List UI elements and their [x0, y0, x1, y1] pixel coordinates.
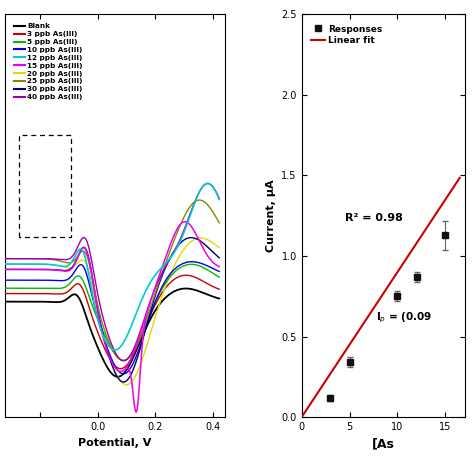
Legend: Blank, 3 ppb As(III), 5 ppb As(III), 10 ppb As(III), 12 ppb As(III), 15 ppb As(I: Blank, 3 ppb As(III), 5 ppb As(III), 10 … [13, 22, 84, 101]
X-axis label: Potential, V: Potential, V [78, 438, 152, 447]
Y-axis label: Current, μA: Current, μA [266, 179, 276, 252]
X-axis label: [As: [As [372, 438, 394, 450]
Text: R² = 0.98: R² = 0.98 [345, 212, 402, 222]
Text: I$_p$ = (0.09: I$_p$ = (0.09 [376, 311, 433, 325]
Legend: Responses, Linear fit: Responses, Linear fit [310, 23, 384, 47]
